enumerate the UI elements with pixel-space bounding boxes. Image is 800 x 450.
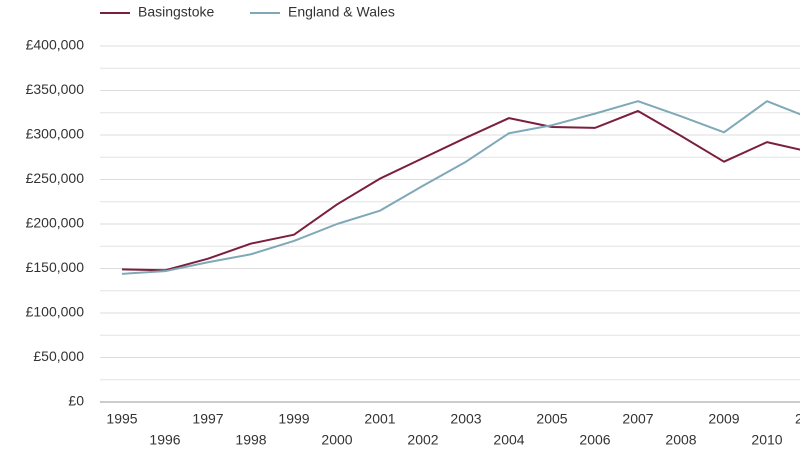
y-tick-label: £350,000 <box>26 81 85 97</box>
x-tick-label: 2002 <box>407 432 438 448</box>
x-tick-label: 2000 <box>321 432 352 448</box>
y-tick-label: £200,000 <box>26 215 85 231</box>
x-tick-label: 1998 <box>235 432 266 448</box>
x-tick-label: 2011 <box>795 411 800 427</box>
y-tick-label: £150,000 <box>26 259 85 275</box>
x-tick-label: 2006 <box>579 432 610 448</box>
x-tick-label: 1995 <box>106 411 137 427</box>
x-tick-label: 1997 <box>192 411 223 427</box>
y-tick-label: £100,000 <box>26 304 85 320</box>
x-tick-label: 1999 <box>278 411 309 427</box>
x-tick-label: 2005 <box>536 411 567 427</box>
x-tick-label: 2009 <box>708 411 739 427</box>
y-tick-label: £50,000 <box>33 348 84 364</box>
legend-label: Basingstoke <box>138 4 214 20</box>
y-tick-label: £400,000 <box>26 37 85 53</box>
x-tick-label: 1996 <box>149 432 180 448</box>
x-tick-label: 2003 <box>450 411 481 427</box>
x-tick-label: 2004 <box>493 432 524 448</box>
y-tick-label: £250,000 <box>26 170 85 186</box>
x-tick-label: 2007 <box>622 411 653 427</box>
y-tick-label: £0 <box>68 393 84 409</box>
x-tick-label: 2008 <box>665 432 696 448</box>
x-tick-label: 2001 <box>364 411 395 427</box>
x-tick-label: 2010 <box>751 432 782 448</box>
series-line <box>121 100 800 275</box>
y-tick-label: £300,000 <box>26 126 85 142</box>
series-line <box>121 109 800 272</box>
legend-label: England & Wales <box>288 4 395 20</box>
